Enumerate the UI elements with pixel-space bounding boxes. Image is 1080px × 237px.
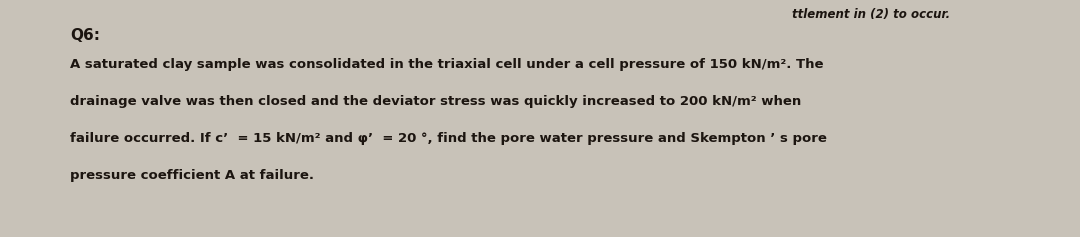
- Text: A saturated clay sample was consolidated in the triaxial cell under a cell press: A saturated clay sample was consolidated…: [70, 58, 824, 71]
- Text: ttlement in (2) to occur.: ttlement in (2) to occur.: [793, 8, 950, 21]
- Text: pressure coefficient A at failure.: pressure coefficient A at failure.: [70, 169, 314, 182]
- Text: Q6:: Q6:: [70, 28, 100, 43]
- Text: drainage valve was then closed and the deviator stress was quickly increased to : drainage valve was then closed and the d…: [70, 95, 801, 108]
- Text: failure occurred. If c’  = 15 kN/m² and φ’  = 20 °, find the pore water pressure: failure occurred. If c’ = 15 kN/m² and φ…: [70, 132, 827, 145]
